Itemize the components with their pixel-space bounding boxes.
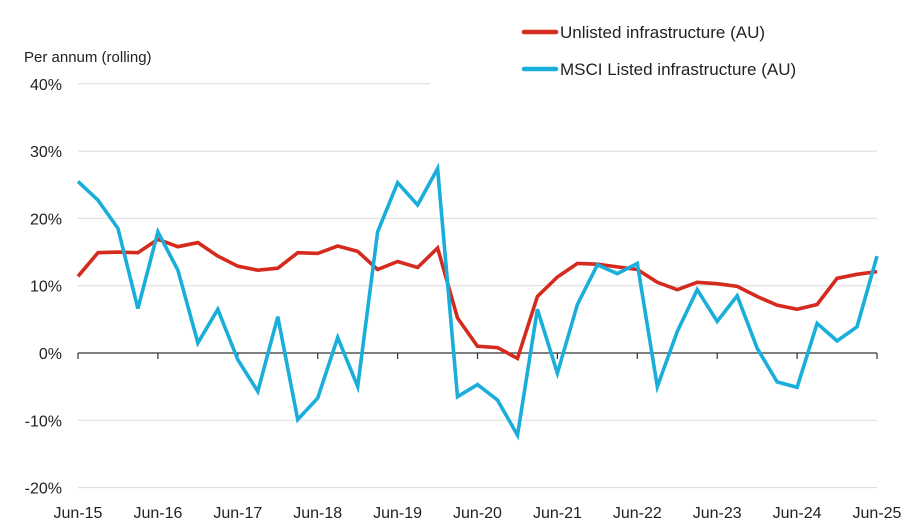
x-tick-label: Jun-19 bbox=[373, 505, 422, 522]
y-tick-label: 10% bbox=[30, 279, 62, 296]
x-tick-label: Jun-16 bbox=[133, 505, 182, 522]
legend: Unlisted infrastructure (AU) MSCI Listed… bbox=[521, 23, 796, 79]
x-tick-label: Jun-20 bbox=[453, 505, 502, 522]
gridlines bbox=[78, 83, 877, 489]
x-tick-label: Jun-21 bbox=[533, 505, 582, 522]
y-tick-label: 0% bbox=[39, 346, 62, 363]
y-tick-label: 40% bbox=[30, 77, 62, 94]
x-tick-label: Jun-18 bbox=[293, 505, 342, 522]
y-axis-label: Per annum (rolling) bbox=[24, 49, 152, 66]
y-tick-label: 30% bbox=[30, 144, 62, 161]
legend-item-listed: MSCI Listed infrastructure (AU) bbox=[521, 60, 796, 79]
legend-label-unlisted: Unlisted infrastructure (AU) bbox=[560, 23, 765, 42]
series-lines bbox=[76, 162, 879, 441]
legend-item-unlisted: Unlisted infrastructure (AU) bbox=[521, 23, 765, 42]
y-tick-label: -20% bbox=[25, 481, 62, 498]
x-tick-label: Jun-24 bbox=[773, 505, 822, 522]
x-tick-label: Jun-22 bbox=[613, 505, 662, 522]
x-tick-label: Jun-23 bbox=[693, 505, 742, 522]
series-line-listed bbox=[76, 162, 879, 441]
x-tick-label: Jun-17 bbox=[213, 505, 262, 522]
x-axis: Jun-15 Jun-16 Jun-17 Jun-18 Jun-19 Jun-20 Jun-… bbox=[54, 352, 902, 522]
y-tick-label: 20% bbox=[30, 211, 62, 228]
x-tick-label: Jun-25 bbox=[853, 505, 902, 522]
y-tick-label: -10% bbox=[25, 413, 62, 430]
x-tick-label: Jun-15 bbox=[54, 505, 103, 522]
legend-label-listed: MSCI Listed infrastructure (AU) bbox=[560, 60, 796, 79]
y-axis: -20% -10% 0% 10% 20% 30% 40% bbox=[25, 77, 62, 498]
